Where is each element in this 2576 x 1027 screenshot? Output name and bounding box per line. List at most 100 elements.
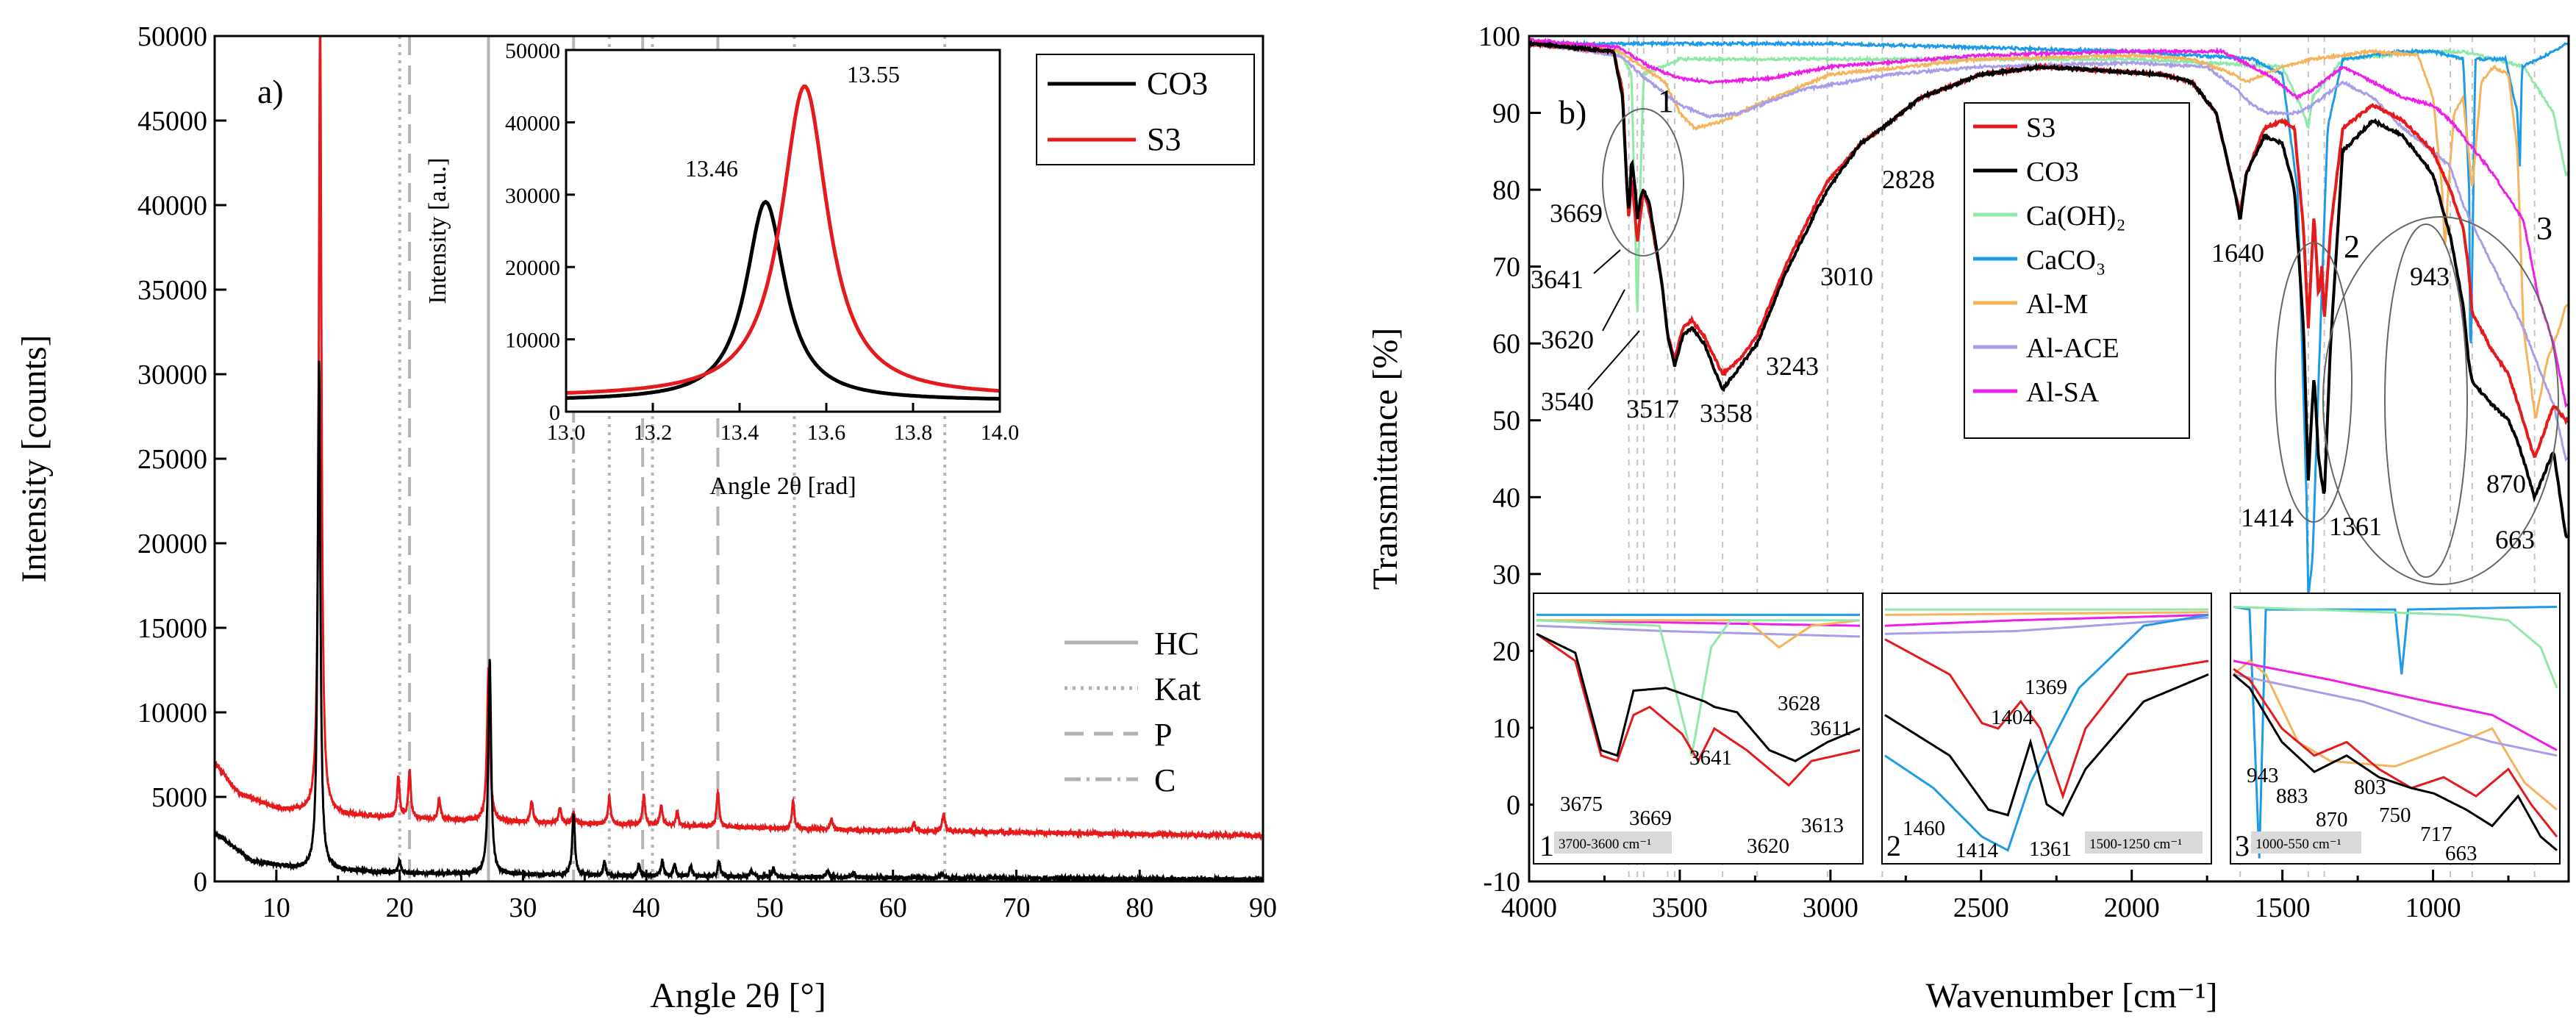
b-ann-3540: 3540 [1541, 387, 1594, 416]
b-y-tick-label: 50 [1492, 406, 1520, 437]
b-y-tick-label: 20 [1492, 636, 1520, 667]
a-inset-x-tick-label: 13.4 [720, 421, 759, 445]
b-legend: S3 CO3 Ca(OH)₂ CaCO₃ Al-M Al-ACE Al-SA [1964, 102, 2190, 439]
b-x-tick-label: 1000 [2405, 892, 2461, 923]
a-x-tick-label: 80 [1126, 892, 1153, 923]
b-region-3-ellipse-outer [2384, 223, 2468, 578]
b-legend-label-2: Ca(OH)₂ [2026, 201, 2126, 232]
b-ann-1640: 1640 [2211, 238, 2264, 268]
b-series-group [1529, 37, 2569, 597]
a-inset-y-tick-label: 10000 [505, 329, 560, 353]
bi2-curve-3 [1885, 611, 2208, 616]
a-series-co3-line [215, 360, 1263, 881]
a-x-axis-label: Angle 2θ [°] [650, 976, 826, 1015]
a-inset-y-tick-label: 50000 [505, 39, 560, 63]
b-region-1-ellipse [1602, 108, 1684, 257]
b-y-axis: -10 0 10 20 30 40 50 60 70 80 90 100 [1478, 21, 1541, 898]
bi3-curve-2 [2233, 659, 2558, 811]
b-inset-3-range-label: 1000-550 cm⁻¹ [2255, 837, 2341, 852]
bi1-curve-2 [1536, 624, 1861, 638]
a-inset-y-tick-label: 0 [549, 401, 560, 425]
b-x-tick-label: 4000 [1501, 892, 1557, 923]
b-series-al-ace-line [1529, 40, 2569, 462]
b-inset-2-ann-1404: 1404 [1991, 706, 2034, 729]
b-ann-3358: 3358 [1700, 398, 1753, 428]
b-inset-3-ann-717: 717 [2420, 823, 2452, 846]
a-inset-background [566, 50, 1000, 412]
a-inset-y-axis: 0 10000 20000 30000 40000 50000 [505, 39, 575, 425]
a-legend-co3-label: CO3 [1147, 65, 1208, 101]
a-ref-kat-label: Kat [1154, 671, 1201, 707]
b-ann-3010: 3010 [1820, 262, 1873, 291]
bi3-curve-4 [2233, 659, 2558, 751]
b-y-tick-label: 60 [1492, 329, 1520, 359]
b-ann-3641: 3641 [1531, 265, 1584, 294]
bi2-curve-1 [1884, 613, 2209, 627]
b-inset-2: 2 1500-1250 cm⁻¹ 1460 1414 1404 1369 136… [1881, 593, 2212, 865]
b-x-tick-label: 3000 [1803, 892, 1858, 923]
b-inset-1-ann-3611: 3611 [1810, 717, 1852, 740]
a-y-tick-label: 15000 [137, 613, 207, 644]
b-y-tick-label: 10 [1492, 713, 1520, 744]
a-series-s3-line [215, 36, 1263, 841]
a-legend: CO3 S3 [1036, 54, 1255, 165]
b-inset-3-label: 3 [2235, 829, 2250, 862]
a-y-tick-label: 50000 [137, 21, 207, 52]
b-y-tick-label: 30 [1492, 559, 1520, 590]
b-annotation-arrows [1587, 249, 1640, 390]
b-region-1-label: 1 [1658, 83, 1674, 119]
a-ref-hc-label: HC [1154, 626, 1199, 662]
b-y-tick-label: 40 [1492, 482, 1520, 513]
b-ann-1361: 1361 [2329, 512, 2382, 541]
b-y-tick-label: 0 [1506, 790, 1520, 820]
b-x-tick-label: 2000 [2104, 892, 2160, 923]
a-inset-x-tick-label: 13.0 [547, 421, 586, 445]
b-inset-1-range-label: 3700-3600 cm⁻¹ [1559, 837, 1651, 852]
a-reference-lines [398, 36, 947, 881]
b-arrow-3540 [1587, 330, 1640, 390]
a-y-axis: 0 5000 10000 15000 20000 25000 30000 35000 40000… [137, 21, 226, 898]
a-y-tick-label: 25000 [137, 444, 207, 475]
b-inset-2-label: 2 [1886, 829, 1901, 862]
a-inset-frame [565, 49, 1001, 413]
b-x-axis-label: Wavenumber [cm⁻¹] [1925, 976, 2217, 1015]
a-y-tick-label: 0 [193, 867, 207, 898]
b-legend-label-5: Al-ACE [2026, 333, 2119, 364]
b-series-co3-line [1529, 40, 2569, 539]
bi3-curve-6 [2233, 673, 2558, 851]
a-inset-x-label: Angle 2θ [rad] [709, 473, 856, 500]
b-inset-2-frame [1881, 593, 2212, 865]
a-y-tick-label: 40000 [137, 190, 207, 221]
a-inset-series-s3-line [565, 85, 1001, 395]
panel-a-xrd: 10 20 30 40 50 60 70 80 90 0 5000 10000 15000 20000 2… [15, 21, 1277, 1015]
b-inset-2-range-label: 1500-1250 cm⁻¹ [2089, 837, 2182, 852]
b-x-axis: 4000 3500 3000 2500 2000 1500 1000 [1501, 870, 2510, 923]
b-arrow-3620 [1602, 289, 1625, 332]
a-inset-x-axis: 13.0 13.2 13.4 13.6 13.8 14.0 [547, 403, 1019, 445]
bi2-curve-5 [1884, 613, 2209, 852]
b-legend-label-3: CaCO₃ [2026, 245, 2105, 276]
bi2-curve-2 [1885, 616, 2209, 635]
b-y-tick-label: 100 [1478, 21, 1520, 52]
b-legend-label-1: CO3 [2026, 157, 2079, 187]
b-annotations: 3669 3641 3620 3540 3517 3358 3243 3010 … [1531, 165, 2535, 554]
bi3-curve-3 [2233, 673, 2558, 757]
a-y-tick-label: 35000 [137, 275, 207, 306]
b-inset-3-ann-870: 870 [2316, 808, 2348, 831]
b-ann-1414: 1414 [2241, 503, 2294, 532]
bi2-curve-4 [1884, 638, 2209, 800]
a-inset-x-tick-label: 13.8 [894, 421, 933, 445]
a-inset: 13.0 13.2 13.4 13.6 13.8 14.0 0 10000 20000 3000… [424, 39, 1019, 500]
a-x-tick-label: 50 [756, 892, 784, 923]
a-y-tick-label: 10000 [137, 698, 207, 729]
b-inset-3-ann-750: 750 [2379, 804, 2411, 827]
a-x-tick-label: 10 [262, 892, 290, 923]
b-ann-870: 870 [2486, 469, 2526, 498]
a-x-tick-label: 90 [1249, 892, 1277, 923]
b-inset-1-range-bg [1554, 831, 1672, 854]
b-x-tick-label: 2500 [1953, 892, 2009, 923]
b-legend-label-6: Al-SA [2026, 377, 2100, 408]
a-inset-x-tick-label: 13.6 [807, 421, 846, 445]
b-arrow-3641 [1593, 249, 1621, 274]
